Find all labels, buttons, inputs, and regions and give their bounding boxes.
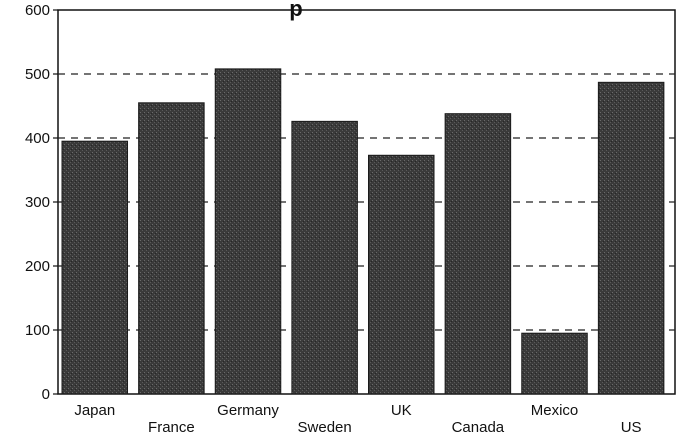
y-tick-label: 100 [25, 322, 50, 339]
x-category-label: Germany [217, 402, 279, 419]
bar-us [597, 81, 665, 395]
bar-uk [368, 154, 435, 395]
bar-sweden [291, 120, 358, 395]
x-category-label: Canada [452, 419, 505, 435]
x-category-label: US [621, 419, 642, 435]
bar-mexico [521, 332, 588, 395]
bar-germany [214, 68, 282, 395]
y-tick-label: 300 [25, 194, 50, 211]
bar-japan [61, 140, 129, 395]
bar-canada [444, 113, 512, 395]
bar-france [138, 102, 205, 395]
x-category-label: Mexico [531, 402, 579, 419]
chart-title-fragment: p [289, 0, 302, 21]
y-tick-label: 400 [25, 130, 50, 147]
x-category-label: UK [391, 402, 412, 419]
x-category-label: France [148, 419, 195, 435]
x-category-label: Japan [74, 402, 115, 419]
y-tick-label: 600 [25, 2, 50, 19]
y-tick-label: 200 [25, 258, 50, 275]
x-category-label: Sweden [298, 419, 352, 435]
y-tick-label: 500 [25, 66, 50, 83]
y-tick-label: 0 [42, 386, 50, 403]
